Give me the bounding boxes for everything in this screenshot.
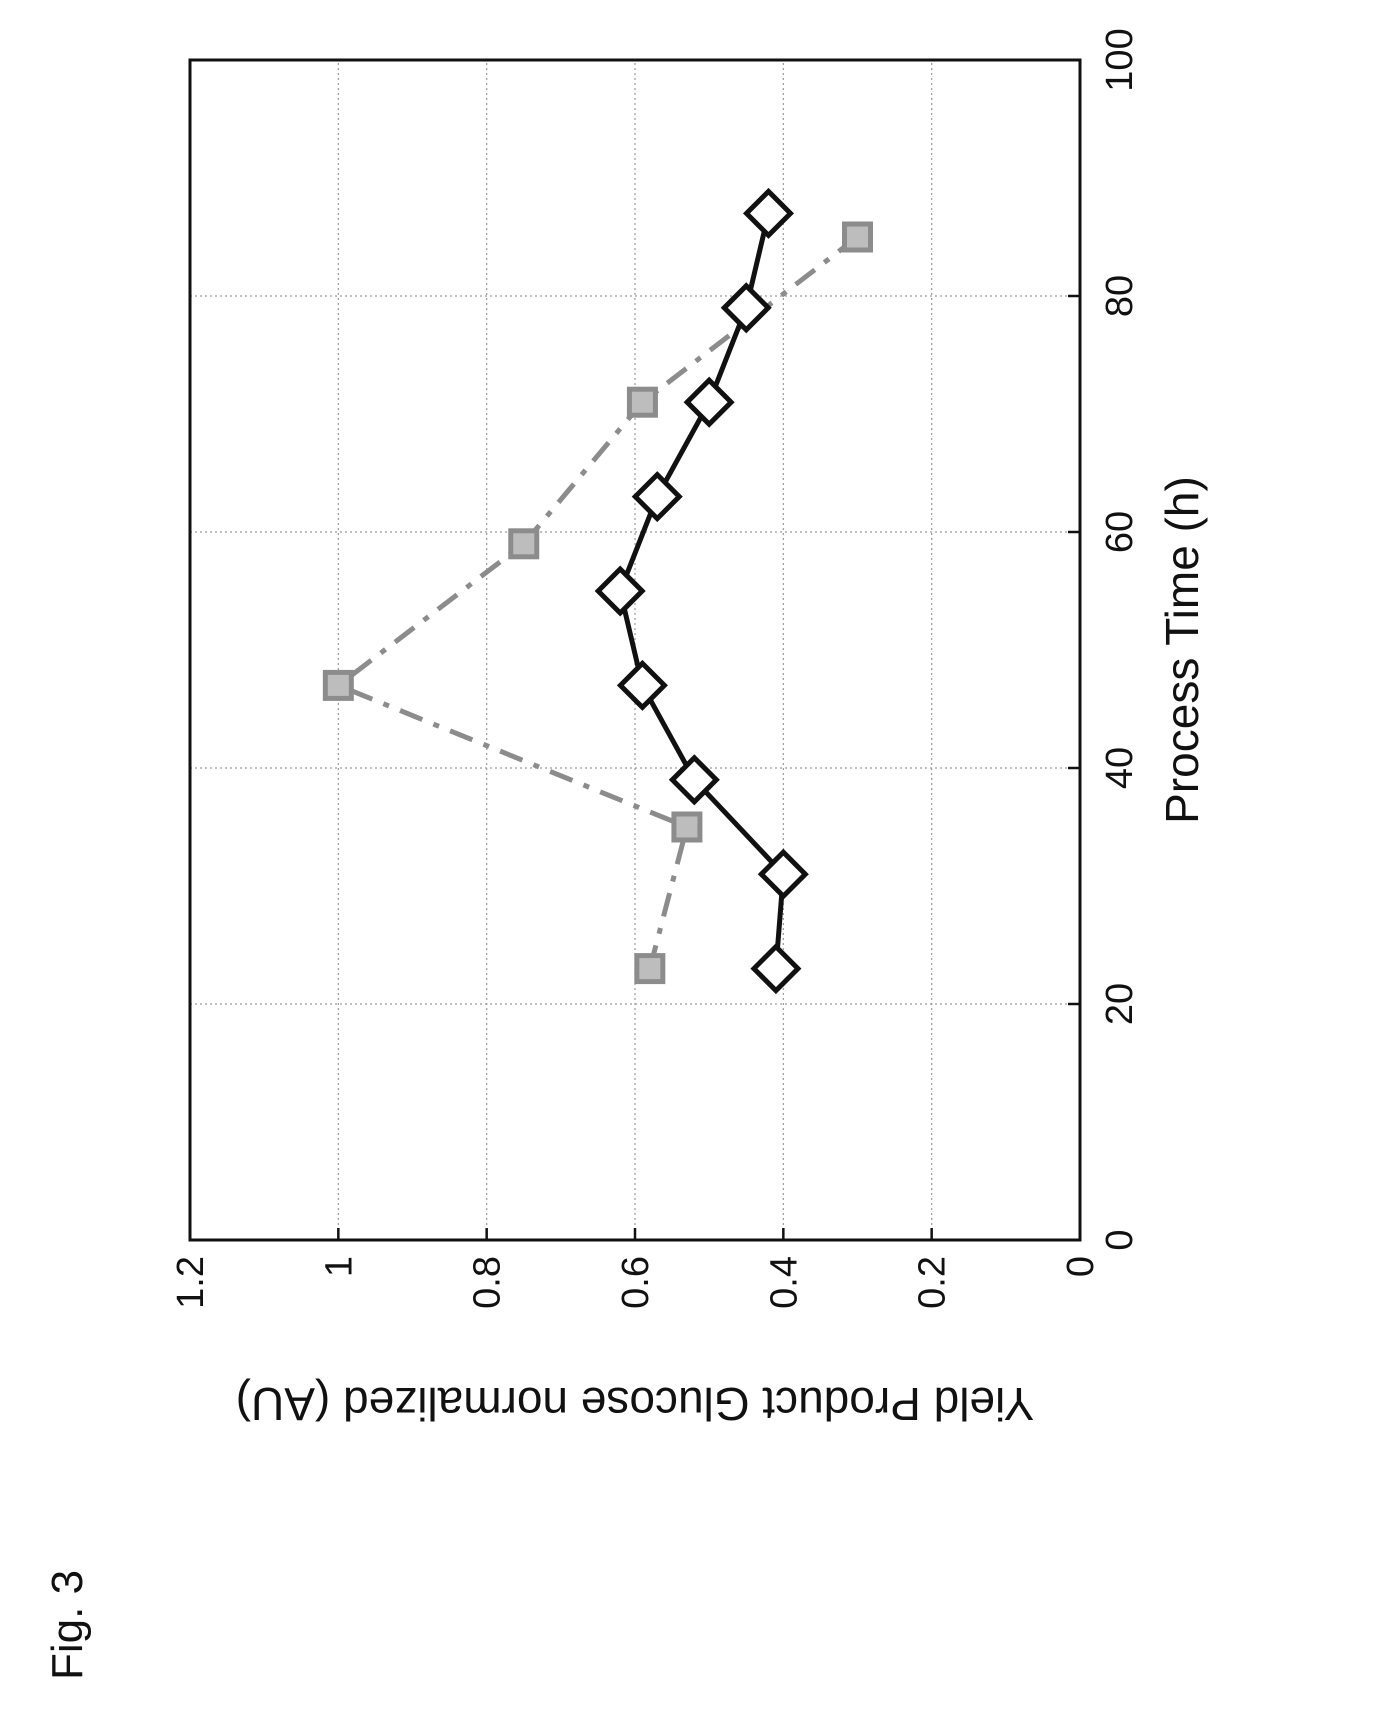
series-1-line [335, 235, 860, 970]
series-2-point [742, 187, 795, 239]
figure-label: Fig. 3 [43, 1570, 92, 1680]
series-2-point [668, 754, 720, 806]
y-tick-label: 0.4 [763, 1256, 805, 1309]
x-tick-label: 20 [1099, 983, 1141, 1025]
plot-area: 0 20 40 60 80 100 0 0.2 0.4 0.6 0.8 1 1.2 Process Ti… [170, 28, 1208, 1430]
axis-ticks [188, 58, 1082, 1242]
x-tick-label: 60 [1099, 511, 1141, 553]
series-1-point [508, 528, 540, 560]
series-1-point [322, 669, 354, 701]
y-tick-label: 0 [1060, 1256, 1102, 1277]
series-2-point [720, 282, 772, 334]
series-2-point [683, 376, 735, 428]
series-layer [322, 187, 873, 995]
series-2-point [594, 565, 646, 617]
x-axis-title: Process Time (h) [1156, 476, 1208, 824]
series-1-point [842, 221, 873, 253]
series-2-point [631, 471, 683, 523]
y-tick-label: 0.2 [912, 1256, 954, 1309]
y-tick-label: 0.6 [615, 1256, 657, 1309]
y-tick-label: 1.2 [170, 1256, 212, 1309]
y-axis-title: Yield Product Glucose normalized (AU) [236, 1378, 1035, 1430]
x-tick-label: 100 [1099, 28, 1141, 91]
series-2-point [757, 848, 809, 900]
series-1-point [634, 953, 666, 985]
series-1-point [671, 811, 703, 843]
x-tick-label: 40 [1099, 747, 1141, 789]
series-1-point [626, 386, 658, 418]
x-tick-label: 0 [1099, 1229, 1141, 1250]
tick-labels: 0 20 40 60 80 100 0 0.2 0.4 0.6 0.8 1 1.2 [170, 28, 1141, 1309]
x-tick-label: 80 [1099, 275, 1141, 317]
series-2-point [750, 943, 802, 995]
y-tick-label: 1 [318, 1256, 360, 1277]
series-2-point [616, 659, 668, 711]
y-tick-label: 0.8 [467, 1256, 509, 1309]
